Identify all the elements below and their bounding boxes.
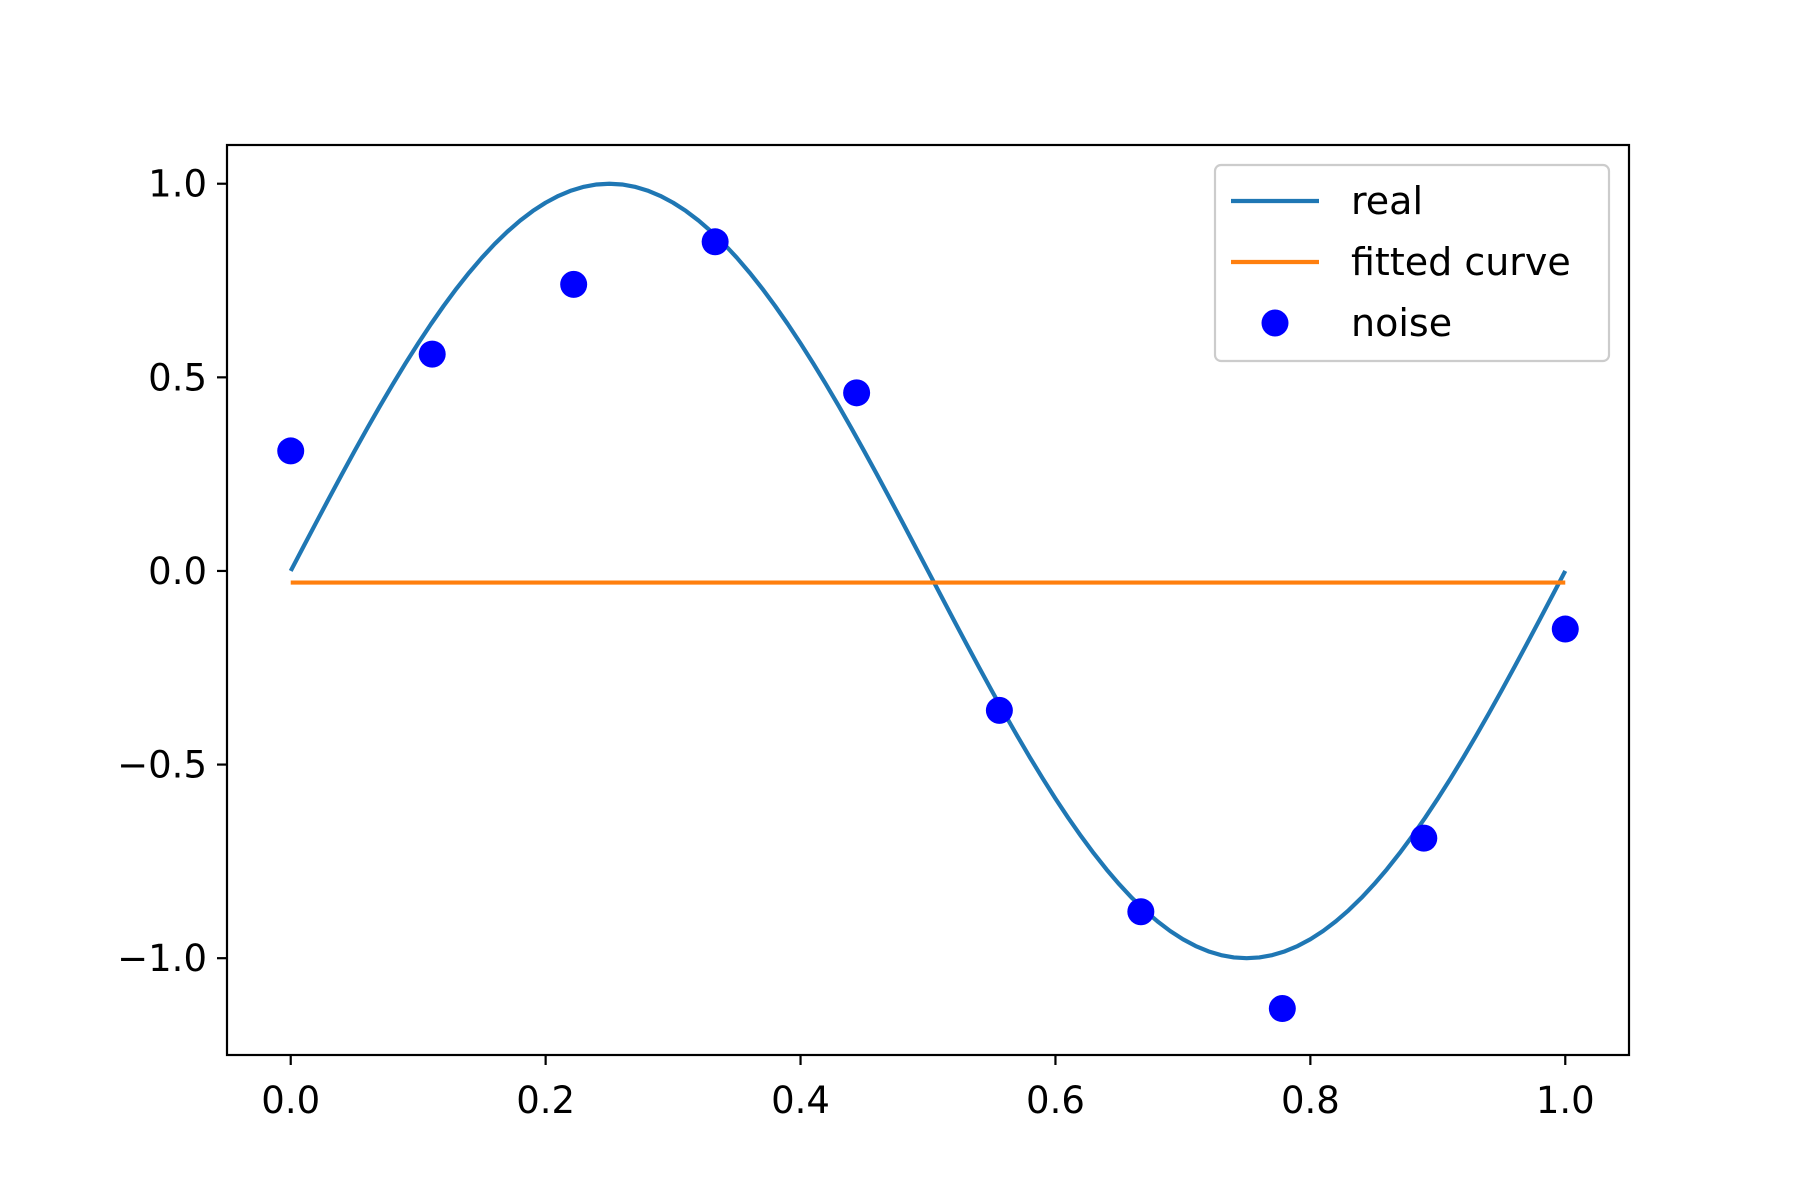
y-tick-label-1: 0.5 xyxy=(148,356,207,399)
x-tick-label-5: 1.0 xyxy=(1536,1079,1595,1122)
x-tick-label-4: 0.8 xyxy=(1281,1079,1340,1122)
x-tick-label-2: 0.4 xyxy=(771,1079,830,1122)
series-point-noise-6 xyxy=(1127,898,1155,926)
y-tick-label-4: −1.0 xyxy=(117,937,207,980)
series-line-real xyxy=(288,181,1568,961)
legend-label-real: real xyxy=(1351,179,1423,223)
series-point-noise-0 xyxy=(277,437,305,465)
x-tick-label-1: 0.2 xyxy=(516,1079,575,1122)
x-tick-label-3: 0.6 xyxy=(1026,1079,1085,1122)
legend-box xyxy=(1213,163,1611,363)
axes-frame xyxy=(225,143,1631,1057)
series-point-noise-5 xyxy=(985,696,1013,724)
legend-label-noise: noise xyxy=(1351,301,1452,345)
y-tick-label-3: −0.5 xyxy=(117,744,207,787)
series-point-noise-8 xyxy=(1410,824,1438,852)
legend-label-fitted-curve: fitted curve xyxy=(1351,240,1571,284)
series-point-noise-9 xyxy=(1551,615,1579,643)
legend: real fitted curve noise xyxy=(1213,163,1611,363)
plot-area xyxy=(277,181,1579,1023)
legend-handle-noise xyxy=(1261,309,1289,337)
series-point-noise-3 xyxy=(701,228,729,256)
series-point-noise-1 xyxy=(418,340,446,368)
y-tick-label-0: 1.0 xyxy=(148,163,207,206)
series-point-noise-7 xyxy=(1268,995,1296,1023)
series-point-noise-2 xyxy=(560,270,588,298)
x-tick-label-0: 0.0 xyxy=(261,1079,320,1122)
y-tick-label-2: 0.0 xyxy=(148,550,207,593)
series-group xyxy=(277,181,1579,1023)
series-point-noise-4 xyxy=(843,379,871,407)
axes: 0.0 0.2 0.4 0.6 0.8 1.0 1.0 0.5 0.0 −0.5 −1.0 xyxy=(117,143,1631,1122)
